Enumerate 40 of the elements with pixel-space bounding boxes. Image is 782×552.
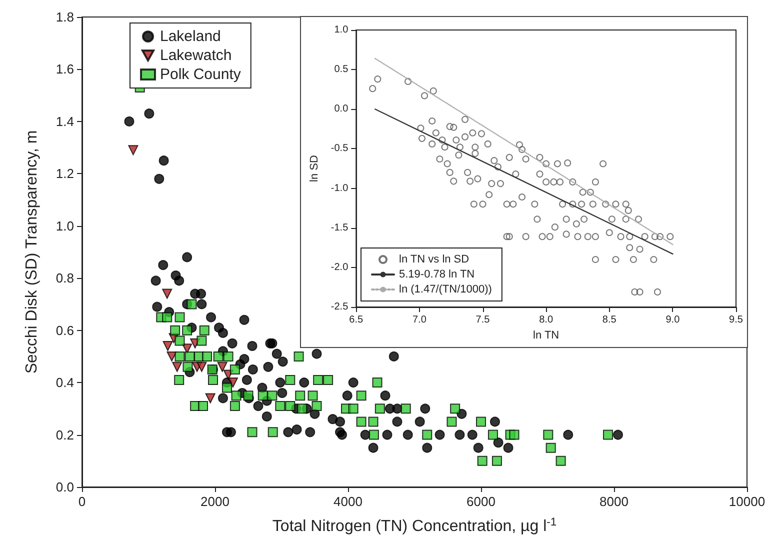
x-axis-title: ln TN [533,329,560,342]
x-tick-label: 9.5 [729,314,744,326]
legend-label: ln TN vs ln SD [399,254,470,266]
y-tick-label: 0.4 [56,375,74,390]
x-tick-label: 7.5 [476,314,490,326]
x-tick-label: 7.0 [412,314,427,326]
x-tick-label: 8.5 [602,314,617,326]
y-tick-label: -2.0 [330,262,349,273]
y-tick-label: -1.5 [330,222,349,234]
y-tick-label: 1.0 [334,24,349,36]
y-tick-label: 0.8 [56,270,74,286]
legend-label: ln (1.47/(TN/1000)) [399,284,492,296]
y-tick-label: 0.6 [56,322,74,338]
x-tick-label: 10000 [728,494,766,509]
y-tick-label: -0.5 [330,143,349,154]
x-tick-label: 4000 [334,494,362,509]
y-tick-label: -1.0 [330,182,349,194]
x-tick-label: 6.5 [349,314,364,326]
x-tick-label: 6000 [466,494,496,509]
y-tick-label: 0.0 [56,480,74,494]
y-tick-label: 1.2 [56,166,74,182]
y-axis-title: Secchi Disk (SD) Transparency, m [24,130,40,374]
y-tick-label: 0.2 [56,427,74,442]
y-tick-label: 0.5 [334,64,349,76]
y-tick-label: 0.0 [334,104,349,115]
x-tick-label: 9.0 [666,314,680,326]
x-tick-label: 8000 [600,494,628,509]
y-tick-label: 1.6 [56,62,74,77]
x-tick-label: 8.0 [539,314,554,326]
y-tick-label: 1.0 [56,218,74,234]
legend-label: 5.19-0.78 ln TN [399,268,475,280]
x-tick-label: 0 [78,494,86,509]
y-tick-label: 1.4 [56,114,74,129]
y-axis-title: ln SD [308,155,320,182]
x-tick-label: 2000 [200,494,230,509]
y-tick-label: 1.8 [56,10,74,24]
legend-label: Polk County [160,66,242,83]
y-tick-label: -2.5 [330,302,349,312]
legend-label: Lakeland [160,28,221,45]
legend-label: Lakewatch [160,47,232,64]
